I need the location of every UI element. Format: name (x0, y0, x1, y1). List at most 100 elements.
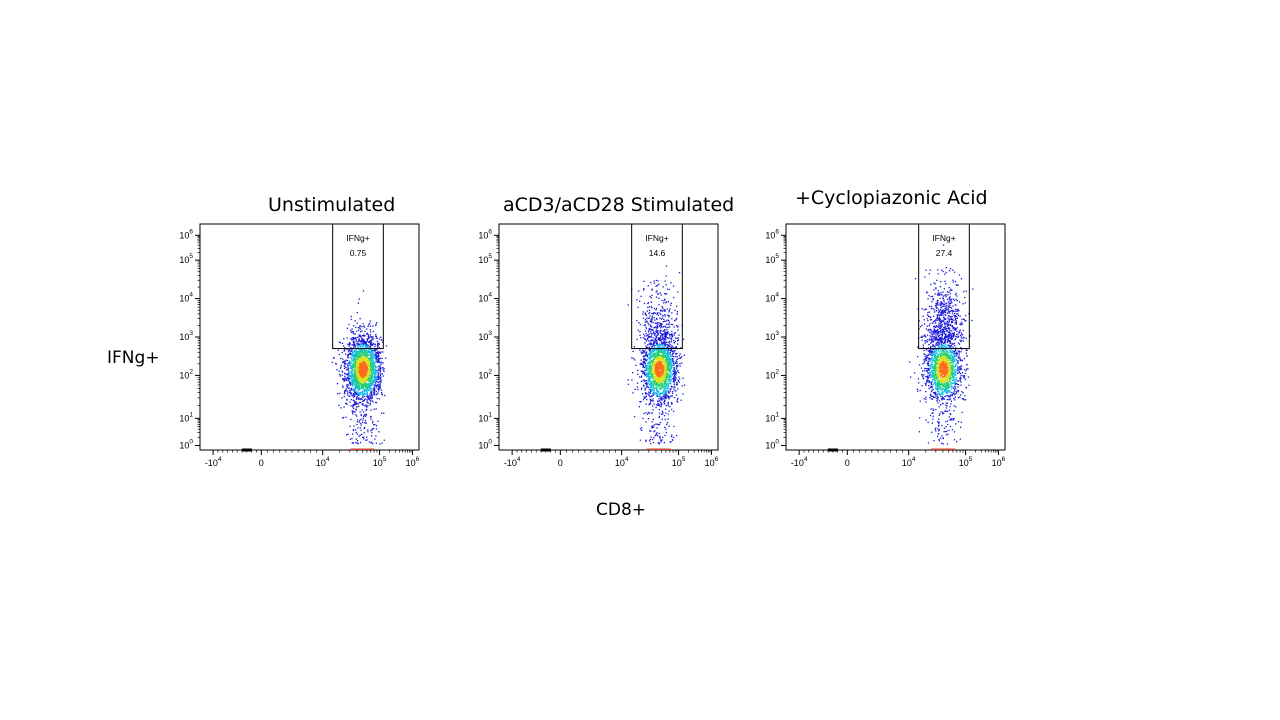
event-dot (671, 360, 673, 362)
event-dot (353, 349, 355, 352)
event-dot (368, 372, 371, 374)
event-dot (342, 378, 344, 380)
event-dot (361, 356, 363, 358)
event-dot (368, 363, 370, 366)
event-dot (659, 322, 661, 324)
event-dot (378, 358, 380, 360)
event-dot (650, 306, 652, 308)
event-dot (377, 382, 379, 384)
event-dot (649, 368, 651, 370)
event-dot (957, 362, 959, 364)
event-dot (380, 381, 382, 383)
event-dot (645, 412, 647, 414)
event-dot (681, 355, 683, 358)
event-dot (348, 391, 350, 394)
event-dot (668, 368, 670, 371)
event-dot (639, 428, 642, 430)
event-dot (644, 355, 646, 357)
event-dot (370, 340, 372, 342)
event-dot (355, 376, 357, 378)
event-dot (662, 348, 665, 350)
event-dot (654, 341, 656, 343)
event-dot (373, 374, 375, 376)
event-dot (356, 350, 358, 353)
event-dot (654, 339, 656, 341)
event-dot (372, 372, 374, 375)
event-dot (364, 422, 366, 424)
event-dot (664, 362, 666, 364)
event-dot (361, 358, 364, 360)
event-dot (652, 321, 654, 324)
event-dot (655, 331, 658, 334)
event-dot (639, 334, 641, 336)
event-dot (381, 393, 383, 395)
event-dot (643, 371, 645, 373)
event-dot (352, 410, 354, 413)
panel-title-stimulated: aCD3/aCD28 Stimulated (503, 194, 735, 216)
event-dot (672, 391, 674, 393)
y-tick-label: 104 (179, 292, 193, 304)
event-dot (659, 412, 661, 414)
event-dot (652, 398, 654, 400)
event-dot (354, 357, 356, 359)
event-dot (956, 327, 958, 329)
event-dot (362, 404, 364, 406)
event-dot (640, 401, 642, 403)
event-dot (372, 351, 374, 354)
event-dot (657, 368, 659, 371)
event-dot (364, 367, 366, 369)
event-dot (645, 386, 648, 388)
event-dot (669, 340, 671, 343)
event-dot (354, 377, 356, 379)
event-dot (355, 403, 357, 406)
event-dot (940, 292, 942, 294)
event-dot (940, 386, 942, 388)
event-dot (663, 363, 665, 365)
event-dot (675, 318, 677, 321)
event-dot (661, 338, 664, 340)
event-dot (649, 369, 651, 371)
event-dot (659, 346, 661, 348)
event-dot (954, 312, 956, 315)
event-dot (361, 369, 363, 371)
event-dot (649, 430, 651, 432)
event-dot (660, 359, 662, 361)
event-dot (634, 415, 636, 418)
event-dot (673, 367, 675, 369)
event-dot (379, 371, 381, 373)
event-dot (641, 363, 644, 365)
event-dot (652, 341, 655, 343)
event-dot (667, 354, 669, 356)
event-dot (949, 342, 951, 344)
event-dot (349, 374, 351, 376)
event-dot (672, 351, 674, 353)
event-dot (664, 338, 666, 340)
event-dot (945, 421, 947, 423)
plot-frame (199, 223, 420, 451)
event-dot (662, 346, 664, 349)
event-dot (655, 406, 657, 409)
event-dot (649, 315, 651, 317)
event-dot (349, 366, 352, 368)
event-dot (361, 353, 363, 355)
event-dot (367, 369, 369, 371)
event-dot (349, 390, 351, 392)
event-dot (663, 340, 665, 342)
event-dot (665, 381, 667, 383)
event-dot (351, 344, 353, 346)
event-dot (651, 294, 653, 296)
event-dot (372, 394, 374, 396)
event-dot (653, 342, 655, 345)
event-dot (660, 367, 662, 369)
event-dot (369, 340, 371, 342)
event-dot (643, 280, 645, 282)
event-dot (669, 360, 671, 362)
event-dot (659, 395, 661, 397)
event-dot (350, 405, 352, 407)
event-dot (358, 355, 361, 357)
event-dot (369, 375, 371, 377)
event-dot (382, 351, 384, 353)
event-dot (929, 354, 931, 356)
event-dot (648, 394, 650, 397)
event-dot (677, 401, 679, 403)
